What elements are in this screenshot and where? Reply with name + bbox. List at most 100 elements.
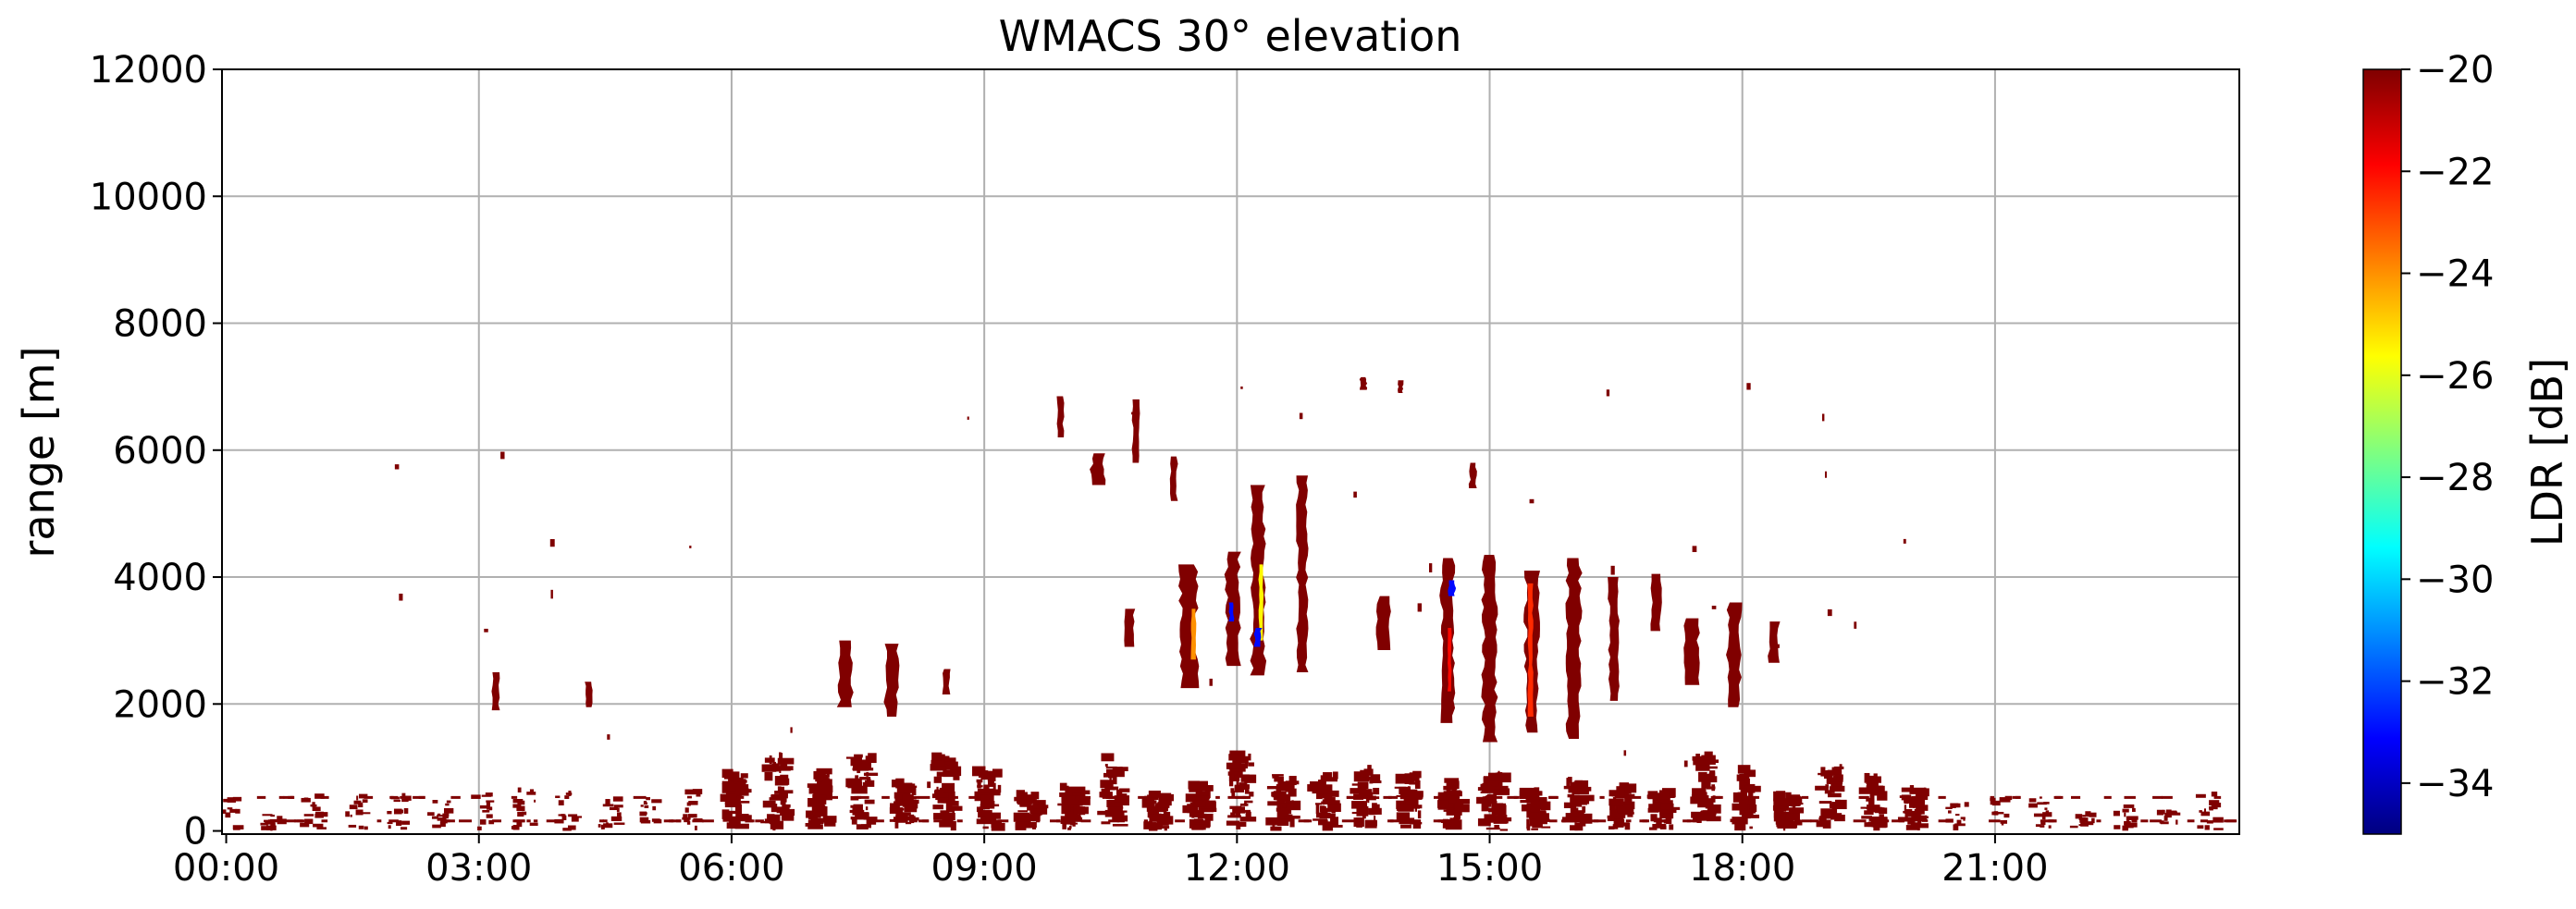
echo-region [1228, 602, 1235, 622]
clutter-speck [1792, 804, 1796, 813]
clutter-speck [1491, 803, 1504, 809]
clutter-speck [862, 781, 868, 787]
echo-region [1296, 475, 1309, 672]
clutter-speck [779, 792, 782, 801]
clutter-speck [989, 819, 994, 823]
clutter-speck [1776, 817, 1789, 828]
clutter-speck [2045, 810, 2050, 814]
clutter-speck [1695, 754, 1700, 762]
clutter-speck [1954, 814, 1960, 817]
clutter-speck [482, 805, 487, 808]
clutter-speck [1370, 774, 1381, 781]
clutter-speck [1507, 795, 1518, 799]
clutter-speck [314, 811, 324, 817]
clutter-speck [868, 753, 877, 764]
clutter-speck [1147, 809, 1156, 817]
clutter-speck [734, 804, 743, 815]
echo-region [1438, 558, 1456, 723]
clutter-speck [1989, 819, 2001, 823]
clutter-speck [1149, 800, 1157, 805]
clutter-speck [1412, 819, 1422, 829]
clutter-speck [1318, 780, 1326, 790]
clutter-speck [942, 782, 955, 793]
clutter-speck [2040, 822, 2046, 826]
clutter-speck [1773, 798, 1790, 806]
echo-region [1253, 627, 1263, 647]
clutter-speck [1897, 817, 1915, 822]
noise-speck [927, 781, 931, 789]
echo-region [1649, 573, 1662, 632]
clutter-speck [1995, 811, 2004, 815]
clutter-speck [1531, 828, 1538, 830]
clutter-speck [401, 809, 404, 814]
clutter-speck [1274, 776, 1284, 782]
clutter-speck [1623, 783, 1637, 793]
clutter-speck [1660, 809, 1677, 814]
grid-lines [222, 69, 2239, 834]
clutter-speck [388, 825, 391, 829]
clutter-speck [1327, 800, 1340, 805]
clutter-speck [356, 795, 359, 801]
clutter-speck [769, 797, 785, 801]
clutter-speck [1067, 812, 1076, 823]
clutter-speck [1866, 775, 1876, 784]
clutter-speck [529, 822, 538, 827]
clutter-speck [972, 766, 986, 777]
noise-speck [1775, 644, 1780, 648]
clutter-speck [1164, 828, 1167, 831]
clutter-speck [807, 819, 813, 827]
clutter-speck [1323, 772, 1333, 781]
x-tick-label: 21:00 [1941, 847, 2048, 890]
clutter-speck [312, 806, 321, 812]
clutter-speck [847, 781, 863, 788]
clutter-speck [1374, 816, 1376, 821]
clutter-speck [1577, 788, 1589, 794]
clutter-speck [1694, 792, 1705, 801]
clutter-speck [1234, 774, 1250, 779]
clutter-speck [1476, 796, 1493, 805]
clutter-speck [781, 815, 795, 821]
clutter-speck [734, 823, 749, 829]
clutter-speck [1660, 819, 1666, 823]
clutter-speck [1915, 788, 1929, 797]
clutter-speck [1441, 801, 1456, 808]
clutter-speck [1396, 805, 1408, 811]
clutter-speck [437, 815, 443, 817]
clutter-speck [1526, 818, 1530, 829]
clutter-speck [2213, 828, 2224, 830]
chart-title: WMACS 30° elevation [999, 11, 1462, 61]
clutter-speck [1451, 822, 1460, 829]
clutter-speck [639, 817, 649, 823]
clutter-speck [1793, 819, 1801, 825]
echo-region [1190, 608, 1197, 660]
clutter-speck [393, 799, 401, 803]
clutter-speck [1154, 804, 1169, 808]
clutter-speck [1080, 819, 1091, 823]
clutter-speck [358, 802, 364, 808]
clutter-speck [976, 779, 983, 783]
clutter-speck [1119, 788, 1130, 792]
clutter-speck [1938, 795, 1946, 799]
clutter-speck [812, 805, 826, 816]
clutter-speck [2213, 795, 2222, 799]
clutter-speck [1201, 800, 1216, 809]
clutter-speck [1801, 795, 1809, 799]
clutter-speck [1827, 792, 1842, 798]
clutter-speck [866, 817, 877, 825]
clutter-speck [1858, 795, 1869, 799]
x-tick-label: 00:00 [173, 847, 279, 890]
x-tick-label: 03:00 [425, 847, 532, 890]
clutter-speck [1373, 787, 1380, 795]
clutter-speck [933, 819, 946, 823]
clutter-speck [1288, 805, 1292, 815]
clutter-speck [1963, 817, 1966, 821]
clutter-speck [1021, 794, 1027, 804]
clutter-speck [2003, 813, 2010, 818]
clutter-speck [2069, 825, 2078, 829]
clutter-speck [686, 802, 691, 806]
clutter-speck [1535, 812, 1546, 821]
clutter-speck [855, 775, 859, 781]
clutter-speck [1609, 809, 1623, 820]
clutter-speck [1318, 818, 1327, 826]
clutter-speck [1748, 791, 1754, 798]
